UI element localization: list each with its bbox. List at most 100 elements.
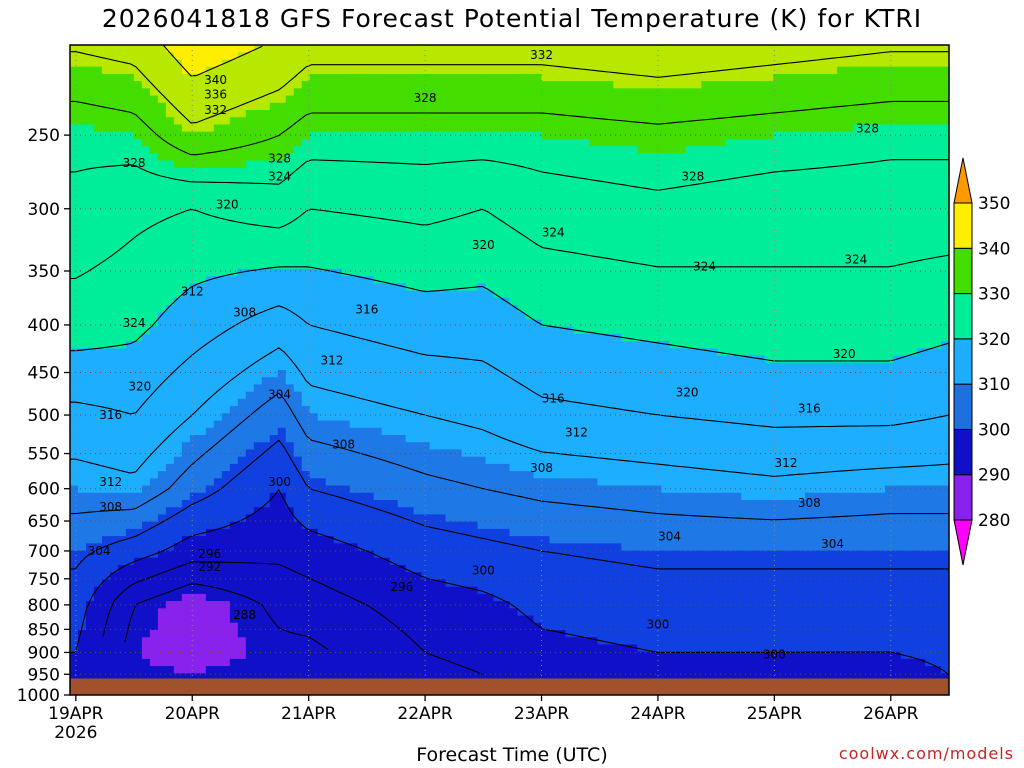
heatmap-cell	[629, 247, 638, 256]
heatmap-cell	[525, 348, 535, 357]
heatmap-cell	[229, 81, 239, 89]
heatmap-cell	[357, 254, 367, 263]
heatmap-cell	[165, 124, 175, 133]
heatmap-cell	[645, 218, 654, 227]
heatmap-cell	[253, 290, 263, 299]
heatmap-cell	[261, 225, 271, 234]
heatmap-cell	[749, 153, 758, 162]
heatmap-cell	[933, 232, 942, 241]
heatmap-cell	[77, 297, 87, 306]
heatmap-cell	[933, 182, 942, 191]
heatmap-cell	[389, 110, 399, 118]
heatmap-cell	[861, 95, 870, 104]
heatmap-cell	[693, 240, 702, 248]
heatmap-cell	[77, 95, 87, 104]
heatmap-cell	[189, 268, 199, 277]
heatmap-cell	[941, 45, 949, 53]
heatmap-cell	[101, 160, 111, 169]
heatmap-cell	[821, 153, 830, 162]
heatmap-cell	[213, 211, 223, 219]
heatmap-cell	[165, 218, 175, 227]
heatmap-cell	[221, 66, 231, 75]
heatmap-cell	[413, 326, 423, 335]
heatmap-cell	[469, 225, 479, 234]
heatmap-cell	[781, 326, 790, 335]
heatmap-cell	[781, 117, 790, 126]
heatmap-cell	[141, 247, 151, 256]
heatmap-cell	[277, 268, 287, 277]
heatmap-cell	[829, 175, 838, 183]
heatmap-cell	[197, 189, 207, 198]
heatmap-cell	[869, 319, 878, 328]
heatmap-cell	[237, 196, 247, 205]
heatmap-cell	[445, 218, 455, 227]
heatmap-cell	[821, 254, 830, 263]
heatmap-cell	[253, 160, 263, 169]
heatmap-cell	[837, 240, 846, 248]
heatmap-cell	[861, 348, 870, 357]
heatmap-cell	[357, 261, 367, 270]
heatmap-cell	[549, 102, 559, 111]
heatmap-cell	[549, 240, 559, 248]
heatmap-cell	[317, 268, 327, 277]
heatmap-cell	[773, 153, 782, 162]
heatmap-cell	[565, 73, 575, 82]
heatmap-cell	[629, 66, 638, 75]
heatmap-cell	[565, 261, 575, 270]
heatmap-cell	[189, 189, 199, 198]
heatmap-cell	[493, 240, 503, 248]
heatmap-cell	[133, 276, 143, 284]
heatmap-cell	[269, 66, 279, 75]
heatmap-cell	[221, 305, 231, 313]
heatmap-cell	[581, 333, 591, 342]
heatmap-cell	[933, 225, 942, 234]
heatmap-cell	[885, 175, 894, 183]
heatmap-cell	[845, 283, 854, 292]
heatmap-cell	[733, 146, 742, 154]
heatmap-cell	[157, 290, 167, 299]
heatmap-cell	[517, 146, 527, 154]
heatmap-cell	[901, 312, 910, 321]
heatmap-cell	[149, 232, 159, 241]
heatmap-cell	[941, 326, 949, 335]
heatmap-cell	[677, 196, 686, 205]
heatmap-cell	[725, 160, 734, 169]
heatmap-cell	[85, 355, 95, 364]
heatmap-cell	[837, 160, 846, 169]
heatmap-cell	[357, 66, 367, 75]
heatmap-cell	[125, 276, 135, 284]
heatmap-cell	[93, 146, 103, 154]
heatmap-cell	[757, 362, 766, 371]
heatmap-cell	[85, 203, 95, 212]
heatmap-cell	[277, 319, 287, 328]
heatmap-cell	[893, 333, 902, 342]
heatmap-cell	[685, 189, 694, 198]
heatmap-cell	[541, 45, 551, 53]
heatmap-cell	[741, 232, 750, 241]
heatmap-cell	[501, 283, 511, 292]
heatmap-cell	[133, 348, 143, 357]
heatmap-cell	[301, 341, 311, 349]
heatmap-cell	[781, 355, 790, 364]
heatmap-cell	[365, 117, 375, 126]
heatmap-cell	[749, 276, 758, 284]
heatmap-cell	[293, 341, 303, 349]
heatmap-cell	[869, 297, 878, 306]
heatmap-cell	[285, 319, 295, 328]
heatmap-cell	[589, 254, 598, 263]
heatmap-cell	[709, 52, 718, 61]
heatmap-cell	[245, 182, 255, 191]
heatmap-cell	[565, 297, 575, 306]
heatmap-cell	[373, 73, 383, 82]
heatmap-cell	[109, 319, 119, 328]
heatmap-cell	[853, 312, 862, 321]
heatmap-cell	[309, 203, 319, 212]
heatmap-cell	[845, 254, 854, 263]
heatmap-cell	[197, 283, 207, 292]
heatmap-cell	[125, 297, 135, 306]
heatmap-cell	[309, 167, 319, 176]
heatmap-cell	[101, 88, 111, 97]
heatmap-cell	[589, 102, 598, 111]
heatmap-cell	[605, 261, 614, 270]
heatmap-cell	[565, 319, 575, 328]
